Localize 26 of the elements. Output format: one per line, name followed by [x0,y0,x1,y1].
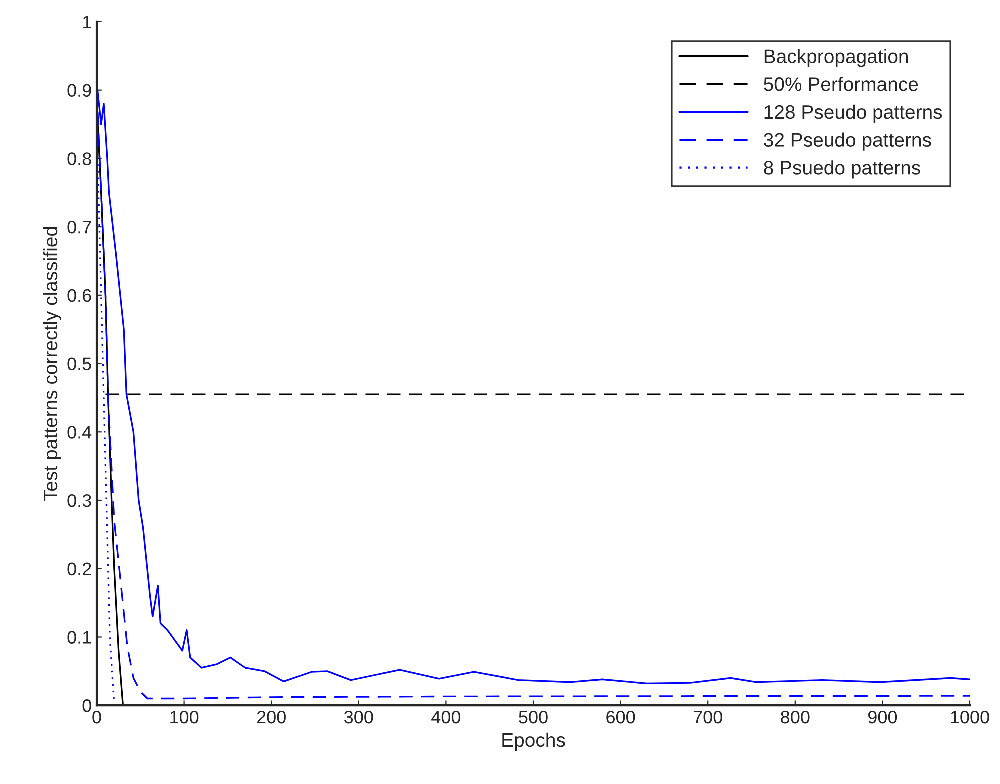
x-axis-title: Epochs [502,732,566,751]
y-tick-label: 0.2 [68,562,92,576]
y-tick-label: 0.4 [68,426,92,439]
legend-label: Backpropagation [764,49,908,68]
y-axis-title: Test patterns correctly classified [43,227,62,502]
legend-label: 50% Performance [764,77,918,92]
y-tick-label: 1 [83,16,92,28]
x-tick-label: 300 [344,710,374,724]
y-tick-label: 0.1 [68,631,92,644]
x-tick-label: 1000 [951,710,990,724]
x-tick-label: 0 [92,710,102,724]
y-tick-label: 0.5 [68,358,92,370]
y-tick-label: 0.7 [68,220,92,234]
y-tick-label: 0.9 [68,84,92,98]
x-tick-label: 400 [432,710,461,724]
x-tick-label: 100 [170,710,199,724]
x-tick-label: 200 [257,710,286,724]
y-tick-label: 0.3 [68,494,92,508]
y-tick-label: 0.8 [68,152,92,166]
x-tick-label: 700 [694,710,722,724]
y-tick-label: 0 [82,700,92,712]
x-tick-label: 800 [781,710,810,724]
x-tick-label: 900 [868,710,898,724]
y-tick-label: 0.6 [68,289,92,302]
x-tick-label: 600 [606,710,636,724]
x-tick-label: 500 [519,710,548,724]
